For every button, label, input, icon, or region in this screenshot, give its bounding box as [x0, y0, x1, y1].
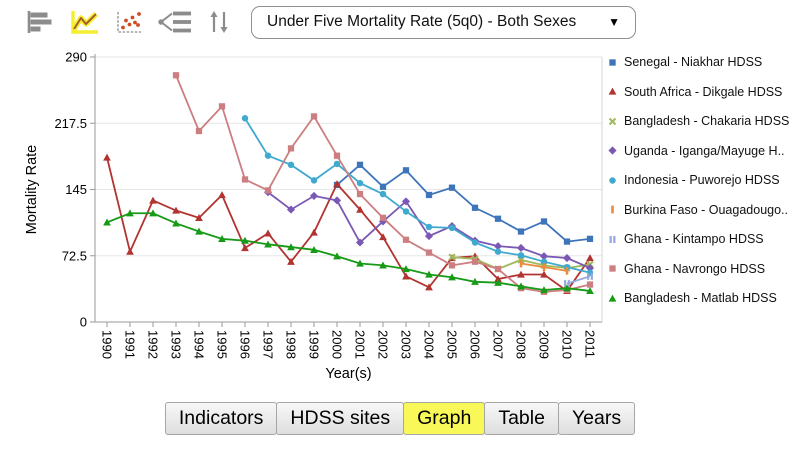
tab-hdss-sites[interactable]: HDSS sites [276, 402, 405, 435]
svg-text:1995: 1995 [215, 330, 230, 359]
gridlines [95, 56, 602, 257]
y-axis-title: Mortality Rate [24, 145, 40, 234]
legend-item-south-africa-dikgale-hdss[interactable]: South Africa - Dikgale HDSS [606, 85, 789, 99]
svg-text:2006: 2006 [468, 330, 483, 359]
svg-text:2008: 2008 [514, 330, 529, 359]
toolbar: Under Five Mortality Rate (5q0) - Both S… [0, 0, 800, 44]
svg-text:72.5: 72.5 [62, 248, 87, 263]
svg-text:2011: 2011 [583, 330, 598, 358]
series-south-africa-dikgale-hdss [103, 153, 594, 295]
indicator-dropdown[interactable]: Under Five Mortality Rate (5q0) - Both S… [251, 5, 636, 39]
svg-text:2010: 2010 [560, 330, 575, 359]
svg-text:1994: 1994 [192, 330, 207, 359]
scatter-plot-icon[interactable] [112, 8, 144, 36]
chevron-down-icon: ▼ [608, 15, 620, 29]
circle-marker-icon [606, 174, 619, 187]
svg-text:1997: 1997 [261, 330, 276, 359]
series-bangladesh-matlab-hdss [103, 209, 594, 295]
svg-text:1998: 1998 [284, 330, 299, 359]
mortality-rate-line-chart: 0 72.5 145 217.5 290 1990 1991 1992 1993 1994 1995… [24, 50, 603, 382]
x-axis-ticks: 1990 1991 1992 1993 1994 1995 1996 1997 1998 1999… [100, 322, 598, 359]
legend-label: Burkina Faso - Ouagadougo.. [624, 202, 788, 217]
series-burkina-faso-ouagadougo [519, 259, 569, 275]
square-marker-icon [606, 262, 619, 275]
svg-text:2005: 2005 [445, 330, 460, 359]
legend-item-bangladesh-chakaria-hdss[interactable]: Bangladesh - Chakaria HDSS [606, 114, 789, 128]
legend-item-uganda-iganga-mayuge-h[interactable]: Uganda - Iganga/Mayuge H.. [606, 144, 789, 158]
series-senegal-niakhar-hdss [333, 161, 594, 245]
vbar-marker-icon [606, 203, 619, 216]
diamond-marker-icon [606, 144, 619, 157]
legend-label: Ghana - Kintampo HDSS [624, 232, 764, 246]
legend-item-indonesia-puworejo-hdss[interactable]: Indonesia - Puworejo HDSS [606, 173, 789, 187]
indicator-dropdown-value: Under Five Mortality Rate (5q0) - Both S… [267, 13, 577, 30]
x-axis-title: Year(s) [325, 366, 371, 382]
sort-icon[interactable] [206, 8, 232, 36]
x-marker-icon [606, 115, 619, 128]
legend-label: Bangladesh - Chakaria HDSS [624, 114, 790, 128]
svg-text:2002: 2002 [376, 330, 391, 359]
legend-item-senegal-niakhar-hdss[interactable]: Senegal - Niakhar HDSS [606, 55, 789, 69]
legend-item-ghana-navrongo-hdss[interactable]: Ghana - Navrongo HDSS [606, 262, 789, 276]
svg-text:2001: 2001 [353, 330, 368, 359]
triangle-marker-icon [606, 85, 619, 98]
svg-text:2003: 2003 [399, 330, 414, 359]
axes [94, 54, 603, 323]
svg-text:2000: 2000 [330, 330, 345, 359]
svg-text:1999: 1999 [307, 330, 322, 359]
svg-text:217.5: 217.5 [54, 116, 87, 131]
svg-text:1993: 1993 [169, 330, 184, 359]
y-axis-ticks: 0 72.5 145 217.5 290 [54, 50, 95, 330]
svg-text:1991: 1991 [123, 330, 138, 359]
legend-label: Senegal - Niakhar HDSS [624, 55, 763, 69]
legend-label: Uganda - Iganga/Mayuge H.. [624, 143, 785, 158]
tab-graph[interactable]: Graph [403, 402, 486, 435]
series-indonesia-puworejo-hdss [241, 115, 594, 276]
legend-item-bangladesh-matlab-hdss[interactable]: Bangladesh - Matlab HDSS [606, 291, 789, 305]
series-ghana-kintampo-hdss [564, 272, 593, 288]
tab-table[interactable]: Table [484, 402, 559, 435]
dvbar-marker-icon [606, 233, 619, 246]
triangle-marker-icon [606, 292, 619, 305]
legend-label: Bangladesh - Matlab HDSS [624, 291, 777, 305]
svg-text:1992: 1992 [146, 330, 161, 359]
line-chart-icon[interactable] [67, 8, 101, 36]
svg-text:0: 0 [80, 315, 87, 330]
svg-text:2004: 2004 [422, 330, 437, 359]
tab-years[interactable]: Years [557, 402, 636, 435]
legend-label: South Africa - Dikgale HDSS [624, 84, 783, 99]
tab-bar: Indicators HDSS sites Graph Table Years [0, 402, 800, 435]
legend-item-ghana-kintampo-hdss[interactable]: Ghana - Kintampo HDSS [606, 232, 789, 246]
legend-item-burkina-faso-ouagadougo[interactable]: Burkina Faso - Ouagadougo.. [606, 203, 789, 217]
legend-icon[interactable] [155, 8, 195, 36]
square-marker-icon [606, 56, 619, 69]
legend-label: Indonesia - Puworejo HDSS [624, 173, 780, 187]
svg-text:145: 145 [65, 182, 87, 197]
svg-text:2007: 2007 [491, 330, 506, 359]
legend-label: Ghana - Navrongo HDSS [624, 261, 766, 276]
svg-text:1996: 1996 [238, 330, 253, 359]
chart-legend: Senegal - Niakhar HDSS South Africa - Dik… [606, 55, 789, 305]
svg-text:1990: 1990 [100, 330, 115, 359]
svg-text:2009: 2009 [537, 330, 552, 359]
tab-indicators[interactable]: Indicators [164, 402, 278, 435]
bar-chart-icon[interactable] [24, 8, 56, 36]
svg-text:290: 290 [65, 50, 87, 65]
